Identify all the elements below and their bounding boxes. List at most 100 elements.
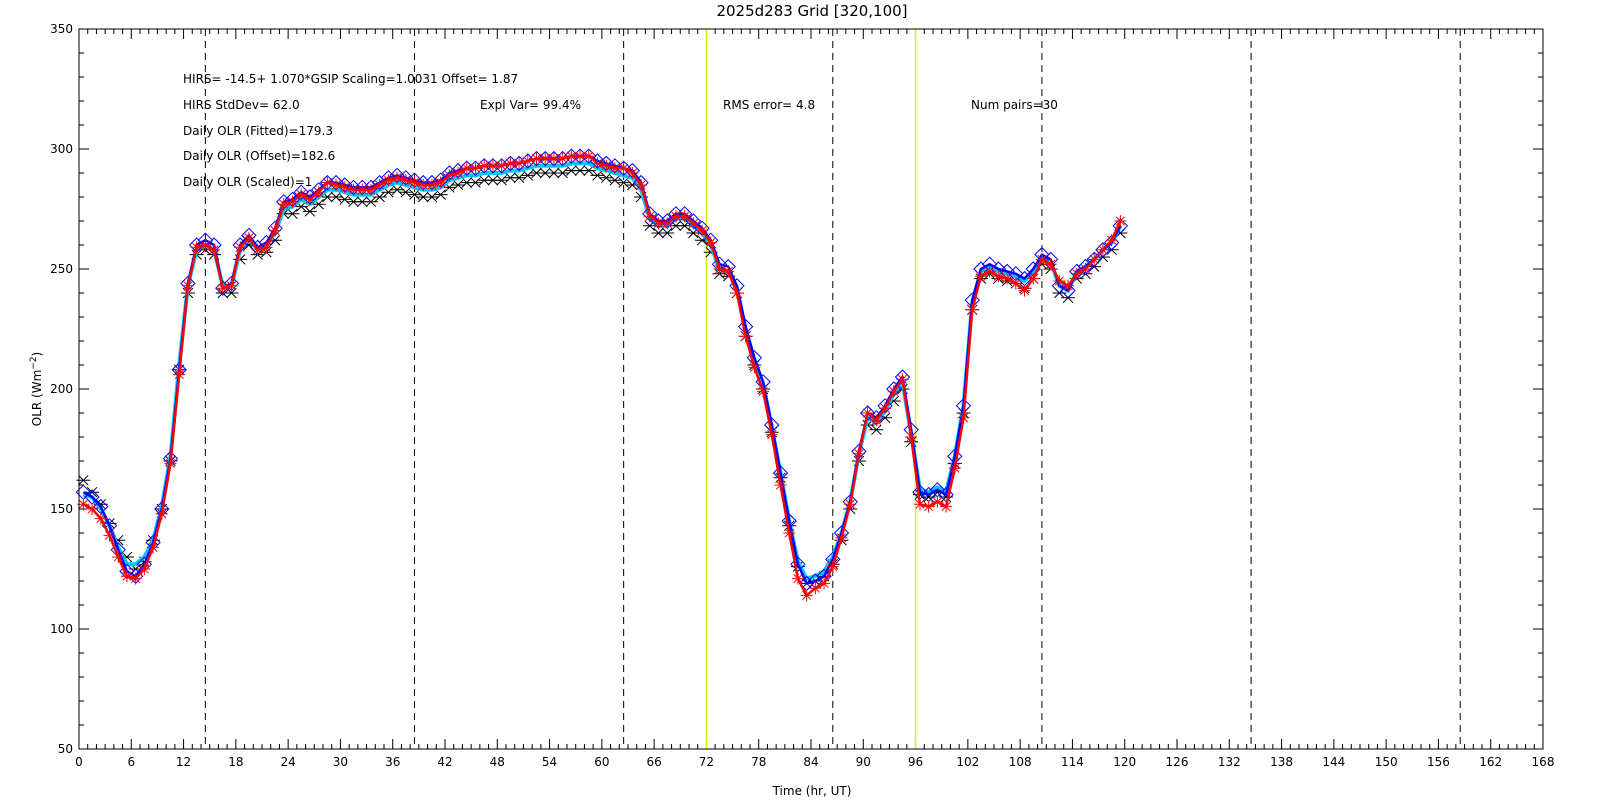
offset-diamond-marker xyxy=(790,556,806,572)
x-tick-label: 126 xyxy=(1166,755,1189,769)
x-tick-label: 120 xyxy=(1113,755,1136,769)
ref-asterisk-marker xyxy=(520,170,535,181)
x-tick-label: 108 xyxy=(1009,755,1032,769)
scaled-asterisk-marker xyxy=(1088,253,1101,266)
scaled-asterisk-marker xyxy=(992,270,1005,283)
y-axis-label-close: ) xyxy=(30,352,44,357)
ref-asterisk-marker xyxy=(555,167,570,179)
scaled-asterisk-marker xyxy=(652,217,665,230)
x-tick-label: 60 xyxy=(594,755,609,769)
statistics-annotations: HIRS= -14.5+ 1.070*GSIP Scaling=1.0031 O… xyxy=(183,72,1058,189)
scaled-asterisk-marker xyxy=(844,498,857,511)
offset-series-line xyxy=(82,154,1122,585)
ref-asterisk-marker xyxy=(337,194,352,205)
scaled-asterisk-marker xyxy=(905,431,918,443)
scaled-asterisk-marker xyxy=(260,241,273,254)
scaled-asterisk-marker xyxy=(356,183,369,196)
ref-asterisk-marker xyxy=(468,177,483,188)
scaled-asterisk-marker xyxy=(391,171,404,184)
scaled-asterisk-marker xyxy=(443,169,456,182)
x-tick-label: 156 xyxy=(1427,755,1450,769)
scaled-asterisk-marker xyxy=(190,241,203,254)
ref-asterisk-marker xyxy=(363,196,378,208)
scaled-asterisk-marker xyxy=(181,279,194,292)
scaled-asterisk-marker xyxy=(1062,279,1075,292)
ref-asterisk-marker xyxy=(599,172,614,184)
scaled-asterisk-marker xyxy=(312,186,325,199)
scaled-asterisk-marker xyxy=(251,243,264,256)
x-tick-label: 90 xyxy=(856,755,871,769)
scaled-asterisk-marker xyxy=(931,495,944,508)
scaled-asterisk-marker xyxy=(486,159,499,172)
scaled-asterisk-marker xyxy=(330,179,343,191)
scaled-asterisk-marker xyxy=(1035,253,1048,266)
scaled-asterisk-marker xyxy=(922,500,935,513)
scaled-asterisk-marker xyxy=(539,152,552,165)
scaled-asterisk-marker xyxy=(565,150,578,163)
scaled-asterisk-marker xyxy=(748,361,761,374)
scaled-asterisk-marker xyxy=(661,217,674,230)
y-axis-label-superscript: −2 xyxy=(29,356,39,369)
scaled-asterisk-marker xyxy=(347,183,360,196)
scaled-asterisk-marker xyxy=(1027,272,1040,285)
ref-asterisk-marker xyxy=(302,206,317,217)
x-tick-label: 168 xyxy=(1532,755,1555,769)
x-tick-label: 114 xyxy=(1061,755,1084,769)
scaled-asterisk-marker xyxy=(556,152,569,165)
x-tick-label: 6 xyxy=(127,755,135,769)
plot-frame xyxy=(78,28,1544,750)
y-tick-label: 300 xyxy=(50,142,73,156)
scaled-asterisk-marker xyxy=(765,428,778,441)
scaled-asterisk-marker xyxy=(129,572,142,585)
offset-diamond-marker xyxy=(859,405,876,421)
scaled-asterisk-marker xyxy=(669,210,682,223)
scaled-asterisk-marker xyxy=(608,162,621,175)
x-axis-label: Time (hr, UT) xyxy=(772,784,852,798)
scaled-asterisk-marker xyxy=(887,385,900,398)
x-tick-label: 132 xyxy=(1218,755,1241,769)
scaled-asterisk-marker xyxy=(774,479,787,491)
ref-asterisk-marker xyxy=(590,170,605,181)
scaled-asterisk-marker xyxy=(373,179,386,191)
scaled-asterisk-marker xyxy=(1044,258,1057,271)
x-gridticks: 0 6 12 18 24 30 36 42 48 54 60 66 72 78 84 90 96 102 108 11… xyxy=(75,29,1554,769)
offset-diamond-marker xyxy=(581,148,597,164)
offset-diamond-marker xyxy=(1095,242,1111,258)
scaled-asterisk-marker xyxy=(582,150,595,163)
offset-diamond-marker xyxy=(1112,218,1129,234)
scaled-asterisk-marker xyxy=(966,303,979,316)
x-tick-label: 162 xyxy=(1479,755,1502,769)
scaled-asterisk-marker xyxy=(940,500,953,513)
x-tick-label: 150 xyxy=(1375,755,1398,769)
scaled-asterisk-marker xyxy=(155,507,168,520)
scaled-asterisk-marker xyxy=(704,236,717,249)
y-tick-label: 150 xyxy=(50,502,73,516)
scaled-asterisk-marker xyxy=(216,282,229,295)
y-axis-label: OLR (Wm−2) xyxy=(29,352,44,427)
scaled-asterisk-marker xyxy=(364,183,377,196)
scaled-asterisk-marker xyxy=(234,241,247,254)
scaled-asterisk-marker xyxy=(687,217,700,230)
x-tick-label: 12 xyxy=(176,755,191,769)
ref-asterisk-marker xyxy=(424,191,439,203)
x-tick-label: 144 xyxy=(1322,755,1345,769)
x-tick-label: 24 xyxy=(281,755,296,769)
scaled-asterisk-marker xyxy=(696,224,709,237)
scaled-asterisk-marker xyxy=(269,224,282,237)
ref-asterisk-marker xyxy=(869,424,884,436)
y-tick-label: 250 xyxy=(50,262,73,276)
offset-diamond-marker xyxy=(1060,282,1076,299)
scaled-asterisk-marker xyxy=(504,157,517,170)
scaled-asterisk-marker xyxy=(242,231,255,244)
scaled-asterisk-marker xyxy=(643,210,656,223)
ref-asterisk-marker xyxy=(433,189,448,200)
scaled-asterisk-marker xyxy=(120,570,133,583)
scaled-asterisk-marker xyxy=(173,368,186,381)
scaled-asterisk-marker xyxy=(1105,234,1118,247)
scaled-asterisk-marker xyxy=(77,498,90,511)
scaled-asterisk-marker xyxy=(138,563,151,575)
data-series xyxy=(75,148,1129,602)
ref-asterisk-marker xyxy=(607,174,622,186)
scaled-asterisk-marker xyxy=(399,174,412,187)
